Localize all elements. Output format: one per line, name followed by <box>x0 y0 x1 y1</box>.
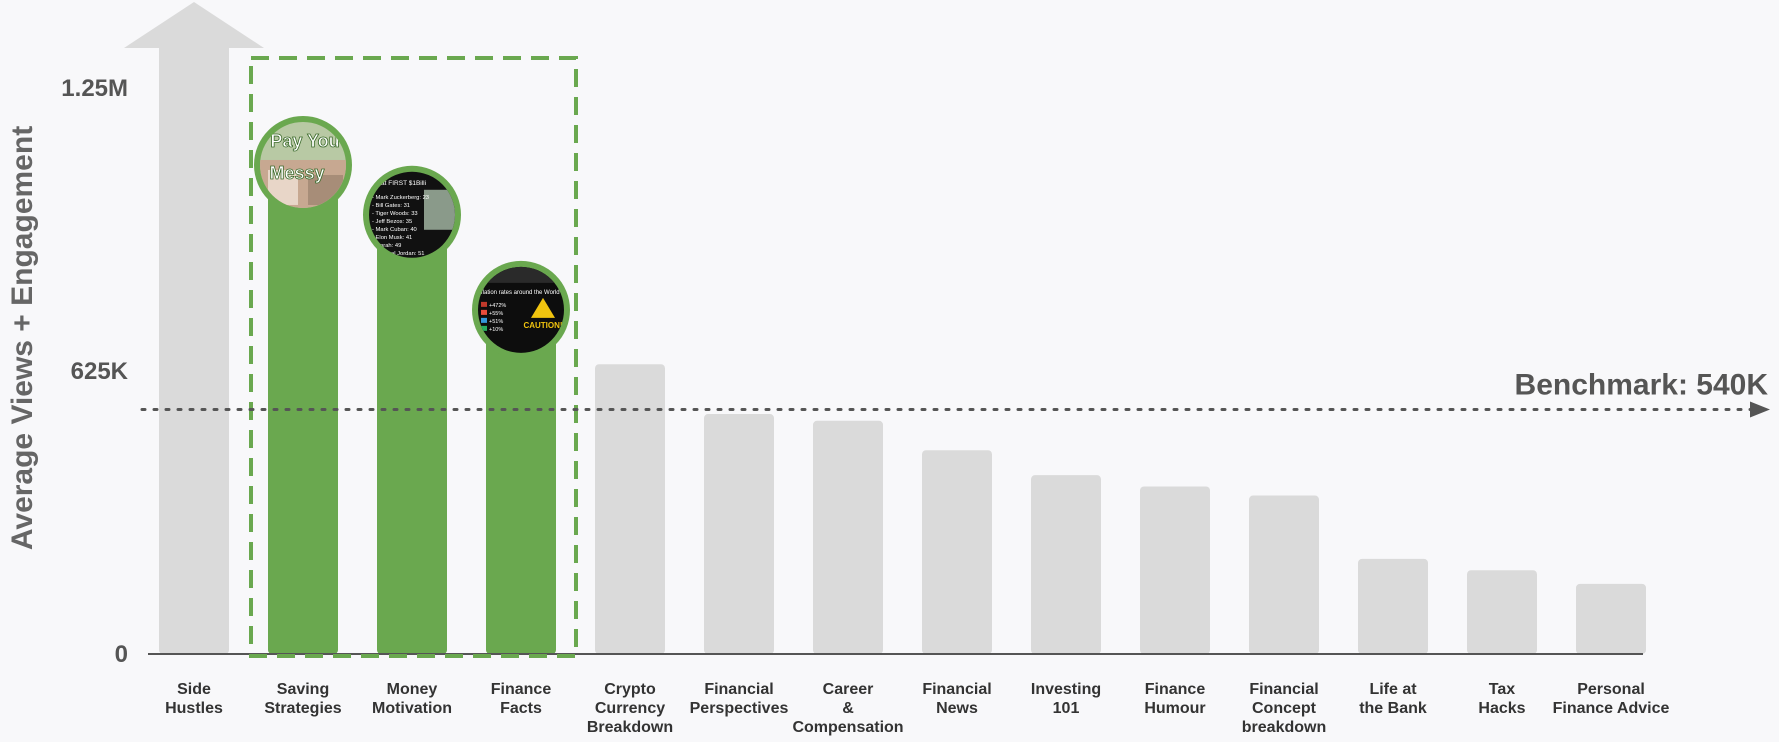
thumbnails: Pay You Messy ge at FIRST $1Billi - Mark Zu… <box>254 115 570 359</box>
y-tick-label-2: 1.25M <box>61 75 128 102</box>
thumbnail-text: - Mark Cuban: 40 <box>372 227 417 233</box>
thumbnail-text: - Bill Gates: 31 <box>372 203 410 209</box>
category-label-11: Life at the Bank <box>1359 681 1427 717</box>
bars <box>124 2 1646 654</box>
thumbnail-text: ge at FIRST $1Billi <box>372 180 426 187</box>
category-label-10: Financial Concept breakdown <box>1242 681 1326 736</box>
bar-2 <box>377 214 447 654</box>
category-label-0: Side Hustles <box>165 681 223 717</box>
thumbnail-text: - Michael Jordan: 51 <box>372 251 425 257</box>
bar-5 <box>704 414 774 654</box>
category-label-13: Personal Finance Advice <box>1553 681 1670 717</box>
category-labels: Side Hustles Saving Strategies Money Motivati… <box>165 681 1669 736</box>
bar-13 <box>1576 583 1646 654</box>
category-label-6: Career & Compensation <box>792 681 903 736</box>
thumbnail-text: +51% <box>489 319 503 325</box>
warning-icon <box>531 297 555 318</box>
thumbnail-text: flation rates around the World <box>481 290 560 296</box>
bar-4 <box>595 364 665 654</box>
bar-11 <box>1358 558 1428 654</box>
y-tick-label-0: 0 <box>115 641 128 668</box>
thumbnail-text: - Mark Zuckerberg: 23 <box>372 195 429 201</box>
benchmark: Benchmark: 540K <box>140 368 1770 418</box>
bar-1 <box>268 164 338 654</box>
bar-3 <box>486 309 556 654</box>
benchmark-label: Benchmark: 540K <box>1515 368 1769 401</box>
bar-9 <box>1140 486 1210 654</box>
thumbnail-3: flation rates around the World +472% +55% +… <box>472 260 570 359</box>
thumbnail-text: +472% <box>489 303 506 309</box>
category-label-5: Financial Perspectives <box>690 681 789 717</box>
bar-10 <box>1249 495 1319 654</box>
y-axis-ticks: 0 625K 1.25M <box>61 75 128 668</box>
thumbnail-1: Pay You Messy <box>254 115 352 214</box>
bar-12 <box>1467 570 1537 654</box>
category-label-12: Tax Hacks <box>1478 681 1525 717</box>
category-label-8: Investing 101 <box>1031 681 1101 717</box>
thumbnail-text: - Elon Musk: 41 <box>372 235 412 241</box>
bar-overflow-stem <box>159 46 229 90</box>
thumbnail-2: ge at FIRST $1Billi - Mark Zuckerberg: 23… <box>363 165 461 264</box>
thumbnail-text: +55% <box>489 311 503 317</box>
category-label-7: Financial News <box>922 681 991 717</box>
thumbnail-text: CAUTION! <box>523 321 562 330</box>
bar-8 <box>1031 475 1101 654</box>
bar-7 <box>922 450 992 654</box>
y-tick-label-1: 625K <box>71 358 129 385</box>
category-label-9: Finance Humour <box>1144 681 1205 717</box>
thumbnail-text: - Jeff Bezos: 35 <box>372 219 412 225</box>
highlight-box <box>249 56 578 658</box>
category-label-3: Finance Facts <box>491 681 552 717</box>
thumbnail-text: +10% <box>489 327 503 333</box>
thumbnail-text: - Tiger Woods: 33 <box>372 211 418 217</box>
thumbnail-text: Messy <box>269 163 324 183</box>
category-label-4: Crypto Currency Breakdown <box>587 681 673 736</box>
bar-6 <box>813 420 883 654</box>
y-axis-label: Average Views + Engagement <box>6 126 39 550</box>
bar-overflow-arrow <box>124 2 264 48</box>
category-label-1: Saving Strategies <box>264 681 341 717</box>
bar-0 <box>159 86 229 654</box>
category-label-2: Money Motivation <box>372 681 452 717</box>
thumbnail-text: Pay You <box>270 131 339 151</box>
benchmark-arrow-icon <box>1750 401 1770 418</box>
thumbnail-text: - Oprah: 49 <box>372 243 401 249</box>
